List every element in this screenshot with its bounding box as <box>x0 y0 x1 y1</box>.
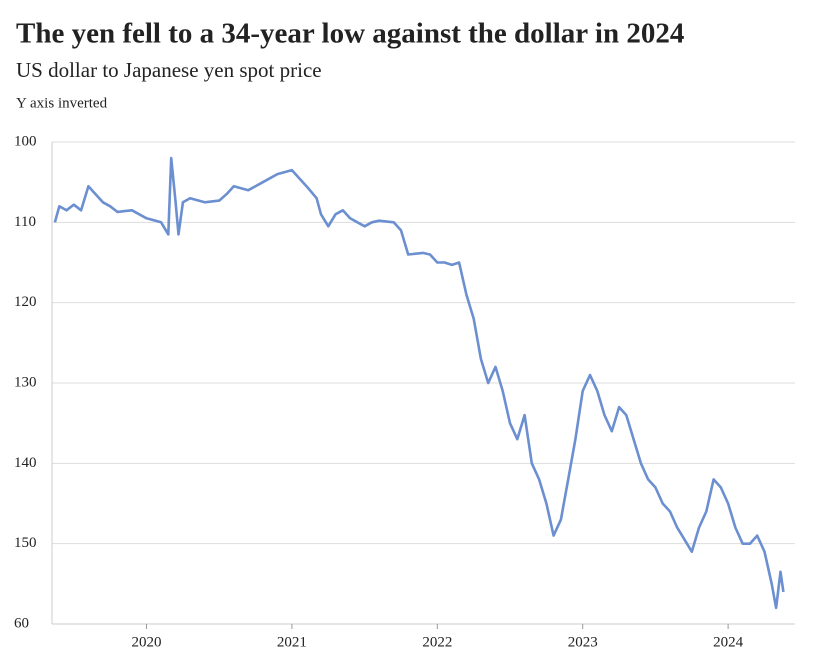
y-tick-label: 100 <box>14 133 37 149</box>
y-tick-label: 110 <box>14 214 36 230</box>
y-tick-label: 60 <box>14 615 29 631</box>
x-tick-label: 2022 <box>422 634 452 650</box>
x-tick-label: 2021 <box>277 634 307 650</box>
y-tick-label: 130 <box>14 374 37 390</box>
x-tick-label: 2020 <box>132 634 162 650</box>
x-tick-label: 2023 <box>568 634 598 650</box>
x-tick-label: 2024 <box>713 634 744 650</box>
y-tick-label: 150 <box>14 535 37 551</box>
chart-title: The yen fell to a 34-year low against th… <box>16 18 684 50</box>
line-series <box>53 156 785 610</box>
annotation: Y axis inverted <box>16 95 108 111</box>
chart-subtitle: US dollar to Japanese yen spot price <box>16 58 322 82</box>
y-tick-label: 120 <box>14 294 37 310</box>
y-tick-label: 140 <box>14 455 37 471</box>
